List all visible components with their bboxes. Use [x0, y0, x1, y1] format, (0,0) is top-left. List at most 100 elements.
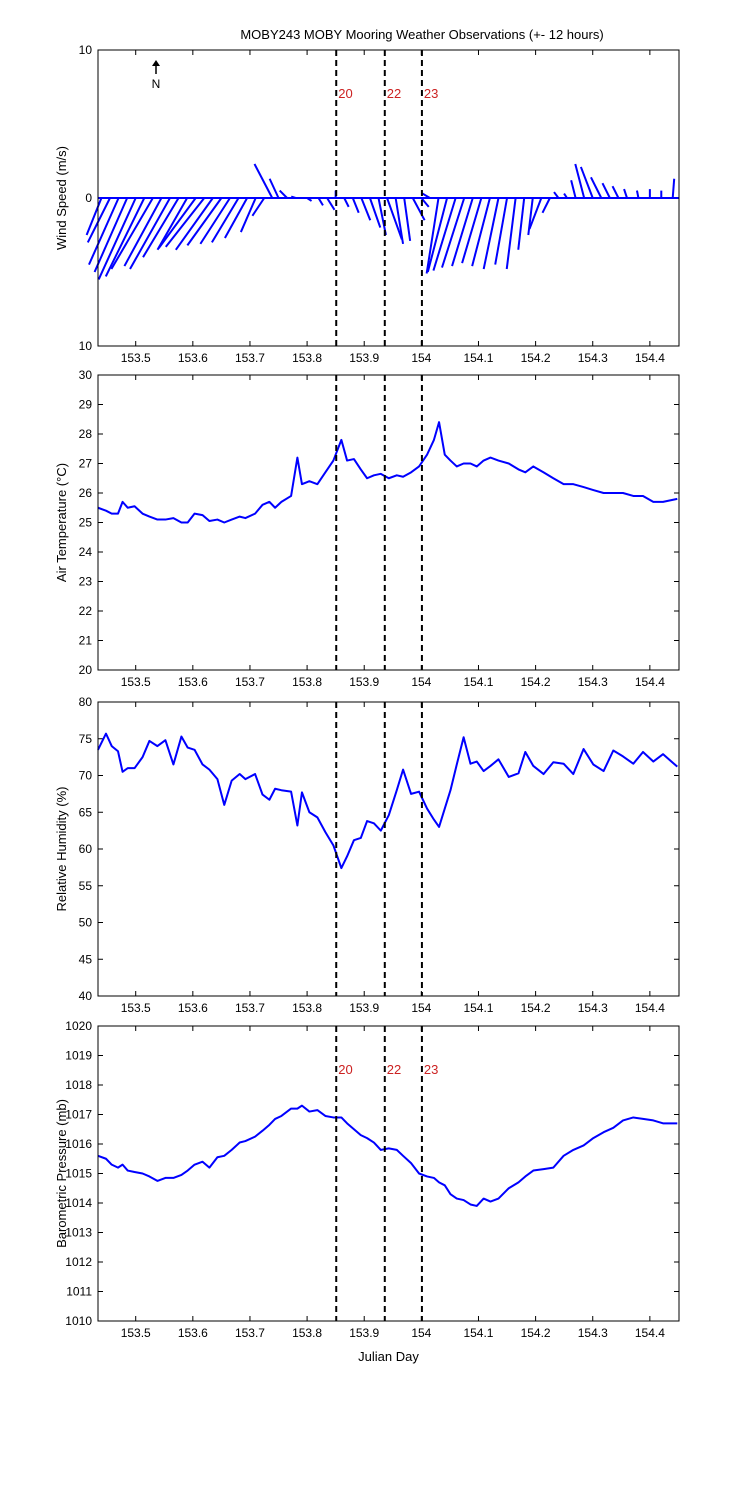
y-tick-label: 10: [79, 43, 93, 57]
y-axis-label: Wind Speed (m/s): [54, 146, 69, 250]
wind-stick: [425, 197, 440, 274]
wind-stick: [432, 197, 457, 271]
event-label: 23: [424, 86, 438, 101]
event-label: 23: [424, 1062, 438, 1077]
y-tick-label: 70: [79, 769, 93, 783]
wind-stick: [394, 197, 405, 245]
y-tick-label: 1015: [65, 1167, 92, 1181]
x-tick-label: 153.8: [292, 1001, 322, 1015]
data-line: [97, 421, 678, 524]
x-tick-label: 153.7: [235, 675, 265, 689]
x-tick-label: 153.7: [235, 1001, 265, 1015]
x-tick-label: 154.2: [521, 1326, 551, 1340]
y-tick-label: 1020: [65, 1019, 92, 1033]
x-tick-label: 154.3: [578, 1326, 608, 1340]
x-tick-label: 153.5: [121, 351, 151, 365]
y-tick-label: 22: [79, 604, 93, 618]
y-tick-label: 55: [79, 879, 93, 893]
y-tick-label: 30: [79, 368, 93, 382]
wind-stick: [211, 197, 240, 243]
y-tick-label: 65: [79, 805, 93, 819]
x-tick-label: 154: [411, 351, 431, 365]
x-tick-label: 154: [411, 1326, 431, 1340]
x-tick-label: 153.9: [349, 351, 379, 365]
x-tick-label: 153.6: [178, 675, 208, 689]
wind-stick: [563, 193, 568, 199]
x-tick-label: 153.8: [292, 675, 322, 689]
wind-stick: [422, 192, 431, 199]
x-tick-label: 154.4: [635, 1001, 665, 1015]
x-tick-label: 153.8: [292, 351, 322, 365]
x-tick-label: 154.2: [521, 675, 551, 689]
y-tick-label: 1016: [65, 1137, 92, 1151]
wind-stick: [623, 188, 628, 199]
wind-stick: [420, 197, 430, 208]
wind-stick: [494, 197, 509, 265]
x-tick-label: 154.1: [463, 351, 493, 365]
y-tick-label: 0: [85, 191, 92, 205]
wind-stick: [142, 197, 180, 258]
y-tick-label: 1017: [65, 1108, 92, 1122]
wind-stick: [671, 178, 676, 199]
y-tick-label: 20: [79, 663, 93, 677]
y-tick-label: 29: [79, 398, 93, 412]
wind-stick: [86, 197, 111, 243]
wind-stick: [505, 197, 517, 270]
axes-frame: [97, 1025, 680, 1322]
x-tick-label: 153.7: [235, 1326, 265, 1340]
data-line: [97, 1104, 678, 1207]
y-tick-label: 24: [79, 545, 93, 559]
x-tick-label: 154.3: [578, 675, 608, 689]
y-tick-label: 1010: [65, 1314, 92, 1328]
data-line: [97, 732, 678, 870]
wind-stick: [104, 197, 146, 277]
wind-stick: [426, 197, 449, 273]
x-tick-label: 153.7: [235, 351, 265, 365]
x-tick-label: 153.5: [121, 1001, 151, 1015]
x-tick-label: 153.6: [178, 1326, 208, 1340]
wind-stick: [541, 197, 551, 214]
wind-stick: [326, 197, 336, 211]
y-tick-label: 23: [79, 575, 93, 589]
wind-stick: [360, 197, 372, 221]
event-label: 20: [338, 86, 352, 101]
wind-stick: [88, 197, 120, 266]
plot-area: [98, 702, 679, 996]
wind-stick: [110, 197, 154, 270]
y-tick-label: 80: [79, 695, 93, 709]
y-axis-label: Barometric Pressure (mb): [54, 1099, 69, 1248]
x-tick-label: 153.5: [121, 675, 151, 689]
axes-frame: [97, 701, 680, 997]
wind-stick: [253, 163, 274, 199]
wind-stick: [451, 197, 474, 267]
wind-stick: [517, 197, 526, 250]
y-tick-label: 75: [79, 732, 93, 746]
wind-stick: [635, 190, 640, 199]
x-tick-label: 153.9: [349, 1326, 379, 1340]
wind-stick: [85, 197, 103, 236]
y-tick-label: 1014: [65, 1196, 92, 1210]
wind-stick: [570, 179, 577, 199]
y-tick-label: 40: [79, 989, 93, 1003]
x-tick-label: 153.9: [349, 675, 379, 689]
event-label: 22: [387, 1062, 401, 1077]
wind-stick: [93, 197, 129, 273]
x-tick-label: 153.6: [178, 1001, 208, 1015]
x-tick-label: 154.1: [463, 1326, 493, 1340]
north-label: N: [152, 77, 161, 91]
y-tick-label: 1011: [66, 1285, 92, 1299]
x-axis-label: Julian Day: [358, 1349, 419, 1364]
wind-stick: [156, 197, 188, 251]
x-tick-label: 154.2: [521, 1001, 551, 1015]
x-tick-label: 153.6: [178, 351, 208, 365]
event-label: 20: [338, 1062, 352, 1077]
north-arrow-head: [152, 60, 160, 66]
wind-stick: [186, 197, 223, 246]
x-tick-label: 154.2: [521, 351, 551, 365]
x-tick-label: 154: [411, 1001, 431, 1015]
panel: 40 45 50 55 60 65 70 75 80 153.5 153.6 153.7 153.8 15…: [54, 695, 680, 1015]
wind-stick: [601, 182, 611, 199]
y-tick-label: 21: [79, 634, 93, 648]
wind-stick: [553, 191, 560, 199]
